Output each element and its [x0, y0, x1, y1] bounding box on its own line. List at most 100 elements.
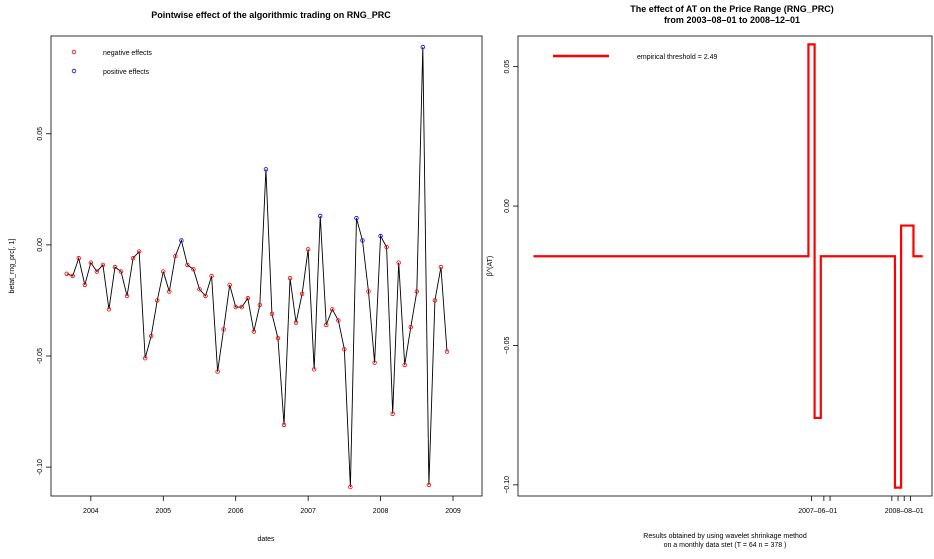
- negative-effect-point: [257, 302, 263, 308]
- legend-positive-marker: [71, 68, 77, 74]
- negative-effect-point: [324, 322, 329, 328]
- left-x-tick-label: 2008: [373, 508, 389, 515]
- left-x-tick-label: 2006: [228, 508, 244, 515]
- right-x-axis: 2007–06–01 2008–08–01: [798, 496, 924, 515]
- negative-effect-point: [148, 333, 154, 339]
- negative-effect-point: [124, 293, 130, 299]
- negative-effect-point: [390, 411, 395, 416]
- negative-effect-point: [118, 269, 124, 274]
- legend-threshold-label: empirical threshold = 2.49: [637, 54, 717, 61]
- right-legend: empirical threshold = 2.49: [553, 54, 717, 61]
- left-series-line: [66, 47, 448, 488]
- negative-effect-point: [245, 296, 251, 301]
- right-x-axis-note-2: on a monthly data stet (T = 64 n = 378 ): [664, 542, 787, 549]
- left-chart-title: Pointwise effect of the algorithmic trad…: [151, 10, 391, 20]
- positive-effect-point: [318, 213, 323, 219]
- negative-effect-point: [366, 289, 371, 294]
- right-y-axis-label: β^(AT): [487, 256, 494, 276]
- right-chart: The effect of AT on the Price Range (RNG…: [487, 4, 933, 549]
- left-chart: Pointwise effect of the algorithmic trad…: [9, 10, 483, 543]
- negative-effect-point: [233, 304, 238, 310]
- left-series: [64, 44, 450, 490]
- right-chart-title: The effect of AT on the Price Range (RNG…: [630, 4, 834, 14]
- left-y-tick-label: -0.10: [37, 459, 44, 475]
- negative-effect-point: [408, 324, 413, 330]
- right-x-tick-label: 2008–08–01: [885, 508, 924, 515]
- negative-effect-point: [215, 369, 220, 374]
- left-x-tick-label: 2004: [83, 508, 99, 515]
- negative-effect-point: [70, 273, 75, 279]
- positive-effect-point: [354, 216, 359, 221]
- left-x-axis: 2004 2005 2006 2007 2008 2009: [83, 496, 461, 515]
- right-chart-subtitle: from 2003–08–01 to 2008–12–01: [664, 15, 800, 25]
- negative-effect-point: [438, 264, 444, 270]
- right-series: [533, 43, 923, 489]
- left-y-tick-label: -0.05: [37, 348, 44, 364]
- legend-negative-label: negative effects: [103, 50, 152, 57]
- negative-effect-point: [342, 347, 347, 352]
- negative-effect-point: [191, 267, 196, 272]
- negative-effect-point: [64, 271, 69, 276]
- negative-effect-point: [155, 298, 160, 303]
- negative-effect-point: [100, 262, 106, 268]
- positive-effect-point: [179, 238, 184, 243]
- negative-effect-point: [402, 362, 407, 368]
- right-y-tick-label: −0.10: [504, 476, 511, 494]
- left-legend: negative effects positive effects: [71, 49, 152, 76]
- negative-effect-point: [269, 311, 275, 316]
- negative-effect-point: [106, 307, 112, 312]
- negative-effect-point: [275, 336, 281, 341]
- right-y-axis: −0.10 −0.05 0.00 0.05: [504, 60, 518, 494]
- right-x-axis-note-1: Results obtained by using wavelet shrink…: [643, 533, 807, 540]
- negative-effect-point: [414, 289, 420, 294]
- left-x-tick-label: 2005: [155, 508, 171, 515]
- negative-effect-point: [281, 422, 287, 428]
- negative-effect-point: [444, 349, 450, 354]
- left-y-axis: -0.10 -0.05 0.00 0.05: [37, 127, 51, 475]
- negative-effect-point: [239, 304, 244, 310]
- negative-effect-point: [136, 249, 142, 254]
- positive-effect-point: [360, 238, 365, 243]
- negative-effect-point: [384, 244, 389, 250]
- left-x-axis-label: dates: [257, 536, 275, 543]
- negative-effect-point: [142, 356, 148, 361]
- negative-effect-point: [336, 318, 341, 323]
- negative-effect-point: [173, 253, 178, 259]
- negative-effect-point: [311, 367, 317, 372]
- positive-effect-point: [420, 44, 426, 50]
- negative-effect-point: [203, 293, 208, 299]
- negative-effect-point: [82, 282, 88, 288]
- negative-effect-point: [88, 260, 94, 265]
- left-plot-frame: [50, 35, 483, 497]
- negative-effect-point: [330, 307, 335, 312]
- negative-effect-point: [197, 287, 202, 292]
- negative-effect-point: [112, 264, 118, 270]
- negative-effect-point: [130, 256, 136, 261]
- negative-effect-point: [185, 262, 190, 268]
- positive-effect-point: [263, 167, 269, 172]
- left-x-tick-label: 2009: [445, 508, 461, 515]
- negative-effect-point: [161, 269, 166, 274]
- negative-effect-point: [305, 247, 311, 252]
- left-x-tick-label: 2007: [300, 508, 316, 515]
- positive-effect-point: [378, 233, 383, 239]
- negative-effect-point: [76, 256, 81, 261]
- left-y-tick-label: 0.05: [37, 127, 44, 141]
- right-y-tick-label: −0.05: [504, 336, 511, 354]
- negative-effect-point: [94, 269, 100, 274]
- negative-effect-point: [396, 260, 401, 265]
- legend-negative-marker: [71, 49, 77, 55]
- right-y-tick-label: 0.00: [504, 199, 511, 213]
- negative-effect-point: [432, 298, 438, 303]
- negative-effect-point: [227, 282, 232, 288]
- beta-at-step-line: [533, 43, 923, 489]
- negative-effect-point: [251, 329, 257, 334]
- negative-effect-point: [426, 482, 432, 488]
- negative-effect-point: [372, 360, 377, 365]
- negative-effect-point: [221, 327, 226, 332]
- negative-effect-point: [348, 484, 353, 490]
- negative-effect-point: [293, 320, 299, 325]
- legend-positive-label: positive effects: [103, 69, 150, 76]
